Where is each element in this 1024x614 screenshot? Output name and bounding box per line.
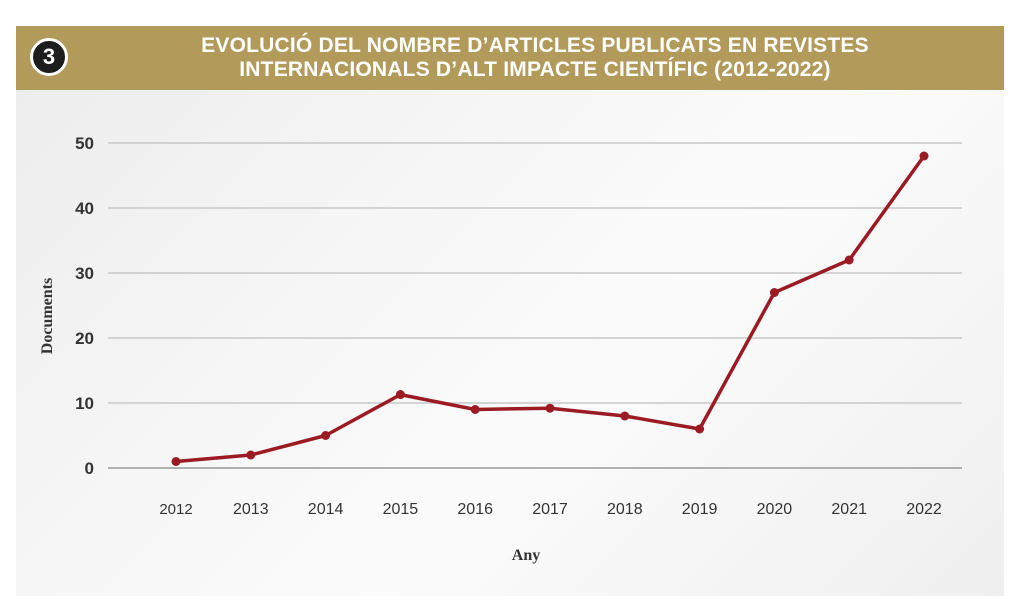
y-tick-label: 50 <box>75 134 94 153</box>
x-tick-label: 2018 <box>607 501 643 518</box>
data-point <box>545 403 555 413</box>
x-tick-label: 2015 <box>383 501 419 518</box>
y-tick-label: 10 <box>75 394 94 413</box>
x-tick-label: 2013 <box>233 501 269 518</box>
figure-number-badge: 3 <box>30 38 68 76</box>
chart-title: EVOLUCIÓ DEL NOMBRE D’ARTICLES PUBLICATS… <box>90 34 980 82</box>
y-tick-label: 30 <box>75 264 94 283</box>
chart-title-line-1: EVOLUCIÓ DEL NOMBRE D’ARTICLES PUBLICATS… <box>201 34 869 57</box>
data-point <box>246 450 256 460</box>
y-axis-label: Documents <box>39 278 56 354</box>
data-point <box>620 411 630 421</box>
data-point <box>470 405 480 414</box>
data-point <box>321 431 331 440</box>
x-tick-label: 2022 <box>906 501 942 518</box>
x-tick-label: 2016 <box>457 501 493 518</box>
data-point <box>919 151 929 161</box>
x-axis-tick-labels: 2012 2013 2014 2015 2016 2017 2018 2019 2020 2021… <box>159 501 942 518</box>
data-point <box>844 255 854 265</box>
grid-lines <box>108 142 962 469</box>
y-axis-tick-labels: 0 10 20 30 40 50 <box>75 134 94 478</box>
x-axis-label: Any <box>512 547 540 564</box>
data-point <box>695 424 705 434</box>
x-tick-label: 2020 <box>757 501 793 518</box>
data-points <box>171 151 929 466</box>
y-tick-label: 40 <box>75 199 94 218</box>
chart-title-line-2: INTERNACIONALS D’ALT IMPACTE CIENTÍFIC (… <box>239 58 831 81</box>
chart-background <box>16 26 1004 596</box>
series-line-documents <box>175 154 926 464</box>
y-tick-label: 20 <box>75 329 94 348</box>
data-point <box>395 390 405 400</box>
x-tick-label: 2012 <box>159 501 192 518</box>
y-tick-label: 0 <box>85 459 94 478</box>
data-point <box>171 457 181 466</box>
x-tick-label: 2019 <box>682 501 718 518</box>
x-tick-label: 2021 <box>831 501 867 518</box>
data-point <box>769 288 779 297</box>
title-banner <box>16 26 1004 90</box>
x-tick-label: 2017 <box>532 501 568 518</box>
x-tick-label: 2014 <box>308 501 344 518</box>
